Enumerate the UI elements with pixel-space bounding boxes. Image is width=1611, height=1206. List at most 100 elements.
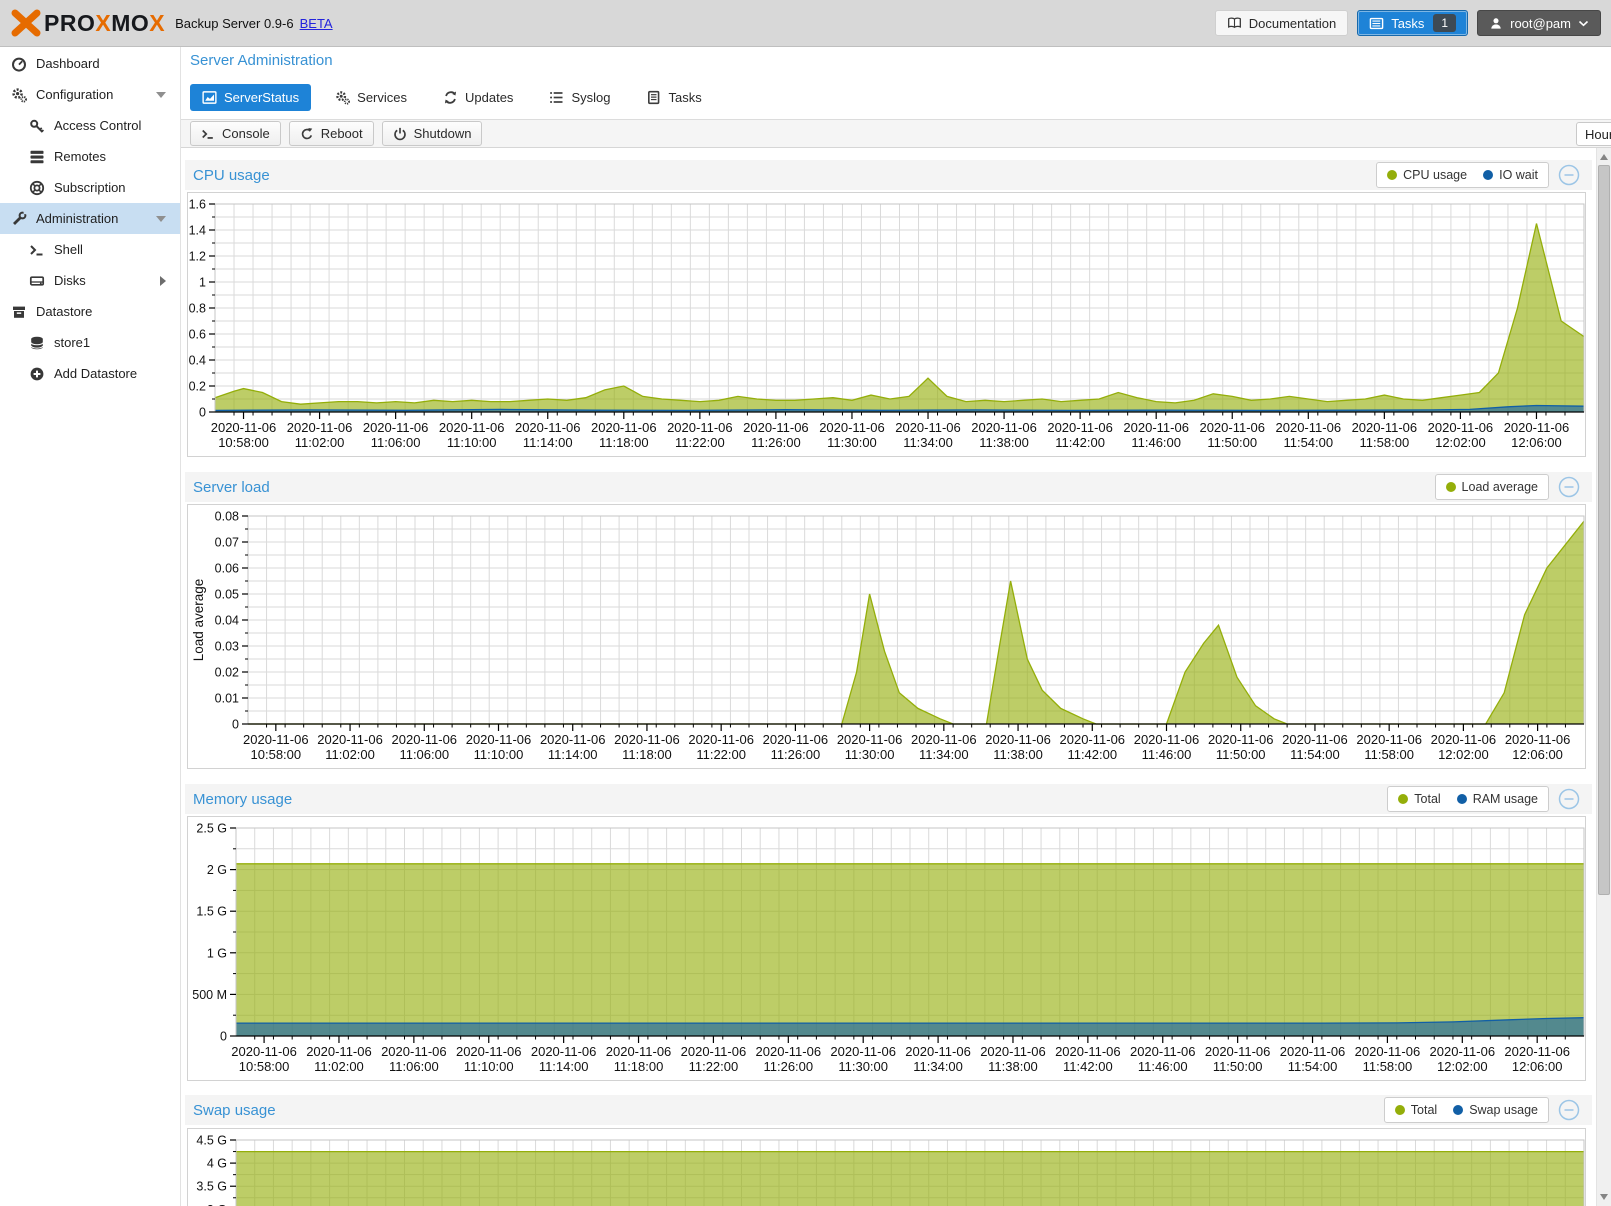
sidebar-item-dashboard[interactable]: Dashboard bbox=[0, 48, 180, 79]
svg-text:10:58:00: 10:58:00 bbox=[218, 435, 269, 450]
tab-services[interactable]: Services bbox=[323, 84, 419, 111]
disk-icon bbox=[28, 273, 46, 289]
svg-text:11:46:00: 11:46:00 bbox=[1138, 1059, 1188, 1074]
collapse-icon[interactable] bbox=[1558, 476, 1580, 498]
area-chart-icon bbox=[202, 90, 217, 105]
collapse-icon[interactable] bbox=[1558, 1099, 1580, 1121]
svg-text:2020-11-06: 2020-11-06 bbox=[456, 1044, 522, 1059]
svg-text:11:14:00: 11:14:00 bbox=[523, 435, 573, 450]
sidebar-item-configuration[interactable]: Configuration bbox=[0, 79, 180, 110]
svg-text:2020-11-06: 2020-11-06 bbox=[1352, 420, 1418, 435]
sidebar-item-access-control[interactable]: Access Control bbox=[0, 110, 180, 141]
list-icon bbox=[549, 90, 564, 105]
svg-text:11:30:00: 11:30:00 bbox=[827, 435, 877, 450]
svg-text:2020-11-06: 2020-11-06 bbox=[1205, 1044, 1271, 1059]
svg-text:4 G: 4 G bbox=[207, 1157, 227, 1171]
tab-updates[interactable]: Updates bbox=[431, 84, 525, 111]
chevron-right-icon[interactable] bbox=[160, 275, 166, 286]
shutdown-button[interactable]: Shutdown bbox=[381, 121, 483, 146]
svg-text:11:18:00: 11:18:00 bbox=[622, 747, 672, 762]
sidebar-item-add-datastore[interactable]: Add Datastore bbox=[0, 358, 180, 389]
tab-syslog[interactable]: Syslog bbox=[537, 84, 622, 111]
svg-text:11:42:00: 11:42:00 bbox=[1063, 1059, 1113, 1074]
svg-text:11:38:00: 11:38:00 bbox=[988, 1059, 1038, 1074]
svg-text:0: 0 bbox=[199, 406, 206, 420]
svg-text:2020-11-06: 2020-11-06 bbox=[667, 420, 733, 435]
svg-text:0: 0 bbox=[232, 718, 239, 732]
svg-text:2020-11-06: 2020-11-06 bbox=[439, 420, 505, 435]
svg-text:2020-11-06: 2020-11-06 bbox=[606, 1044, 672, 1059]
collapse-icon[interactable] bbox=[1558, 164, 1580, 186]
svg-text:0: 0 bbox=[220, 1030, 227, 1044]
svg-text:2020-11-06: 2020-11-06 bbox=[392, 732, 458, 747]
svg-text:2020-11-06: 2020-11-06 bbox=[985, 732, 1051, 747]
svg-text:2020-11-06: 2020-11-06 bbox=[1276, 420, 1342, 435]
svg-text:1.5 G: 1.5 G bbox=[196, 905, 227, 919]
gears-icon bbox=[10, 87, 28, 103]
svg-text:1.6: 1.6 bbox=[189, 198, 206, 212]
reboot-button[interactable]: Reboot bbox=[288, 121, 374, 146]
scroll-down-arrow-icon[interactable] bbox=[1600, 1194, 1608, 1200]
chevron-down-icon[interactable] bbox=[156, 215, 166, 222]
svg-text:11:34:00: 11:34:00 bbox=[913, 1059, 963, 1074]
svg-text:2020-11-06: 2020-11-06 bbox=[1428, 420, 1494, 435]
svg-text:2020-11-06: 2020-11-06 bbox=[1355, 1044, 1421, 1059]
vertical-scrollbar[interactable] bbox=[1596, 148, 1611, 1206]
svg-text:11:02:00: 11:02:00 bbox=[295, 435, 345, 450]
user-menu-button[interactable]: root@pam bbox=[1477, 10, 1601, 36]
svg-text:2020-11-06: 2020-11-06 bbox=[1134, 732, 1200, 747]
panel-title: Memory usage bbox=[193, 790, 293, 808]
svg-text:11:54:00: 11:54:00 bbox=[1290, 747, 1340, 762]
svg-text:11:30:00: 11:30:00 bbox=[838, 1059, 888, 1074]
sidebar-item-store1[interactable]: store1 bbox=[0, 327, 180, 358]
user-icon bbox=[1491, 17, 1501, 29]
svg-text:0.08: 0.08 bbox=[215, 510, 239, 524]
svg-text:0.01: 0.01 bbox=[215, 692, 239, 706]
console-button[interactable]: Console bbox=[190, 121, 281, 146]
svg-text:2020-11-06: 2020-11-06 bbox=[317, 732, 383, 747]
svg-text:2020-11-06: 2020-11-06 bbox=[837, 732, 903, 747]
documentation-button[interactable]: Documentation bbox=[1214, 10, 1349, 36]
chevron-down-icon[interactable] bbox=[156, 91, 166, 98]
swap-usage-panel-header: Swap usage Total Swap usage bbox=[185, 1095, 1592, 1125]
scroll-up-arrow-icon[interactable] bbox=[1600, 154, 1608, 160]
terminal-icon bbox=[202, 129, 213, 139]
svg-text:12:06:00: 12:06:00 bbox=[1511, 435, 1562, 450]
svg-text:2020-11-06: 2020-11-06 bbox=[614, 732, 680, 747]
sidebar-item-subscription[interactable]: Subscription bbox=[0, 172, 180, 203]
svg-text:11:10:00: 11:10:00 bbox=[474, 747, 524, 762]
tab-serverstatus[interactable]: ServerStatus bbox=[190, 84, 312, 111]
collapse-icon[interactable] bbox=[1558, 788, 1580, 810]
svg-text:11:02:00: 11:02:00 bbox=[325, 747, 375, 762]
swap-usage-chart: 2020-11-0610:58:002020-11-0611:02:002020… bbox=[187, 1128, 1586, 1206]
panel-title: CPU usage bbox=[193, 166, 270, 184]
svg-text:2020-11-06: 2020-11-06 bbox=[1504, 420, 1570, 435]
svg-text:10:58:00: 10:58:00 bbox=[251, 747, 302, 762]
svg-text:11:38:00: 11:38:00 bbox=[979, 435, 1029, 450]
sidebar-item-administration[interactable]: Administration bbox=[0, 203, 180, 234]
tab-tasks[interactable]: Tasks bbox=[634, 84, 713, 111]
svg-text:2020-11-06: 2020-11-06 bbox=[466, 732, 532, 747]
sidebar-item-shell[interactable]: Shell bbox=[0, 234, 180, 265]
timeframe-select[interactable]: Hour (average) bbox=[1576, 122, 1611, 146]
svg-text:1: 1 bbox=[199, 276, 206, 290]
legend-item: IO wait bbox=[1483, 168, 1538, 182]
sidebar-item-disks[interactable]: Disks bbox=[0, 265, 180, 296]
svg-text:11:34:00: 11:34:00 bbox=[919, 747, 969, 762]
svg-text:11:50:00: 11:50:00 bbox=[1213, 1059, 1263, 1074]
dashboard-icon bbox=[10, 56, 28, 72]
tasks-button[interactable]: Tasks 1 bbox=[1357, 10, 1469, 36]
scrollbar-thumb[interactable] bbox=[1598, 165, 1610, 895]
svg-text:11:38:00: 11:38:00 bbox=[993, 747, 1043, 762]
svg-text:0.2: 0.2 bbox=[189, 380, 206, 394]
sidebar-item-remotes[interactable]: Remotes bbox=[0, 141, 180, 172]
wrench-icon bbox=[10, 210, 28, 227]
svg-text:2020-11-06: 2020-11-06 bbox=[756, 1044, 822, 1059]
svg-text:11:50:00: 11:50:00 bbox=[1216, 747, 1266, 762]
svg-text:2020-11-06: 2020-11-06 bbox=[688, 732, 754, 747]
sidebar-item-datastore[interactable]: Datastore bbox=[0, 296, 180, 327]
svg-text:2020-11-06: 2020-11-06 bbox=[905, 1044, 971, 1059]
beta-link[interactable]: BETA bbox=[299, 15, 333, 31]
svg-text:0.02: 0.02 bbox=[215, 666, 239, 680]
svg-text:11:54:00: 11:54:00 bbox=[1288, 1059, 1338, 1074]
